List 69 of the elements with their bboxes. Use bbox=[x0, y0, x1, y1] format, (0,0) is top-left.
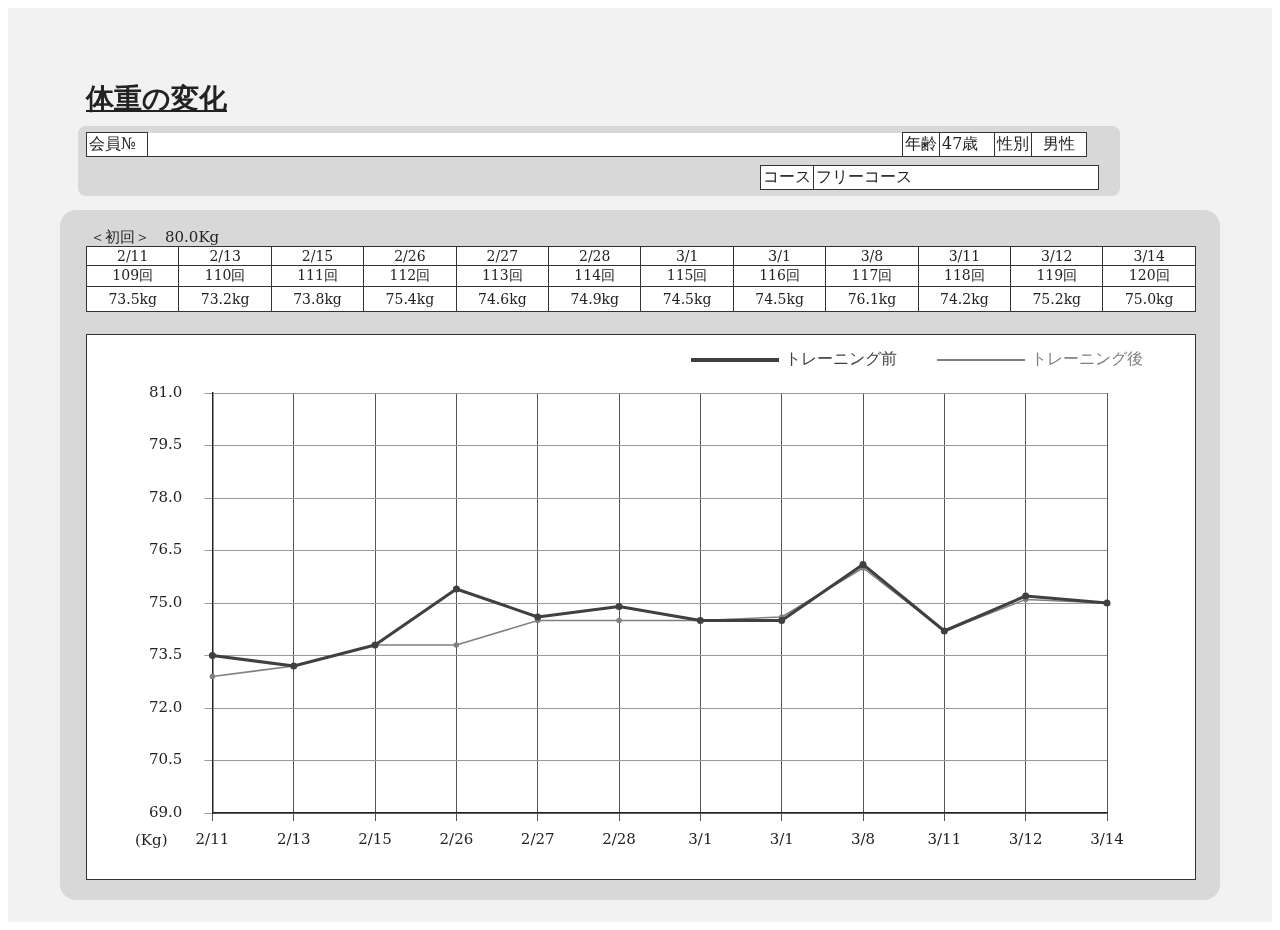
text: 76.1kg bbox=[825, 286, 919, 312]
text: 73.8kg bbox=[271, 286, 364, 312]
category-label: 3/14 bbox=[1133, 248, 1165, 264]
text: 119回 bbox=[1010, 265, 1103, 287]
x-tick-label: 3/1 bbox=[769, 829, 794, 848]
text: 性別 bbox=[994, 132, 1032, 157]
category-label: 3/11 bbox=[948, 248, 981, 264]
y-tick-label: 79.5 bbox=[148, 435, 183, 454]
y-tick-label: 81.0 bbox=[148, 382, 183, 401]
text: 116回 bbox=[733, 265, 826, 287]
x-tick-label: 2/26 bbox=[439, 829, 474, 848]
text: 75.2kg bbox=[1010, 286, 1103, 312]
x-tick-label: 3/1 bbox=[688, 829, 713, 848]
x-tick-label: 2/27 bbox=[520, 829, 555, 848]
text: 120回 bbox=[1102, 265, 1196, 287]
text: 男性 bbox=[1031, 132, 1087, 157]
y-tick-label: 69.0 bbox=[148, 802, 183, 821]
category-label: 3/12 bbox=[1041, 248, 1073, 264]
category-label: 2/28 bbox=[579, 248, 611, 264]
text: 118回 bbox=[918, 265, 1011, 287]
text: 112回 bbox=[363, 265, 457, 287]
y-tick-label: 76.5 bbox=[148, 540, 183, 559]
y-tick-label: 73.5 bbox=[148, 645, 183, 664]
text: 110回 bbox=[178, 265, 272, 287]
category-label: 2/15 bbox=[301, 248, 334, 264]
x-tick-label: 3/8 bbox=[850, 829, 876, 848]
text: 会員№ bbox=[86, 132, 148, 157]
category-label: 3/1 bbox=[675, 248, 699, 264]
text: 113回 bbox=[456, 265, 549, 287]
text: コース bbox=[760, 165, 814, 190]
y-axis-title: (Kg) bbox=[135, 830, 168, 849]
y-tick-label: 75.0 bbox=[148, 592, 183, 611]
text: 47歳 bbox=[939, 132, 995, 157]
text: 75.0kg bbox=[1102, 286, 1196, 312]
text: フリーコース bbox=[813, 165, 1099, 190]
x-tick-label: 2/11 bbox=[195, 829, 230, 848]
x-tick-label: 2/28 bbox=[602, 829, 636, 848]
text: 109回 bbox=[86, 265, 179, 287]
x-tick-label: 3/12 bbox=[1008, 829, 1043, 848]
text: 114回 bbox=[548, 265, 641, 287]
category-label: 2/13 bbox=[209, 248, 241, 264]
x-tick-label: 3/11 bbox=[927, 829, 962, 848]
text: 73.2kg bbox=[178, 286, 272, 312]
text: 75.4kg bbox=[363, 286, 457, 312]
x-tick-label: 2/13 bbox=[276, 829, 311, 848]
category-label: 2/11 bbox=[116, 248, 149, 264]
text: ＜初回＞ 80.0Kg bbox=[90, 228, 220, 247]
chart-title: 体重の変化 bbox=[86, 81, 227, 117]
text: 74.6kg bbox=[456, 286, 549, 312]
text: 117回 bbox=[825, 265, 919, 287]
text: 74.5kg bbox=[733, 286, 826, 312]
y-tick-label: 70.5 bbox=[148, 750, 183, 769]
y-tick-label: 72.0 bbox=[148, 697, 183, 716]
text: 年齢 bbox=[902, 132, 940, 157]
text: トレーニング後 bbox=[1031, 349, 1143, 370]
category-label: 2/27 bbox=[486, 248, 519, 264]
category-label: 3/8 bbox=[860, 248, 884, 264]
y-tick-label: 78.0 bbox=[148, 487, 183, 506]
category-label: 2/26 bbox=[394, 248, 426, 264]
category-label: 3/1 bbox=[768, 248, 791, 264]
text: 111回 bbox=[271, 265, 364, 287]
text: 73.5kg bbox=[86, 286, 179, 312]
text: 74.5kg bbox=[640, 286, 734, 312]
x-tick-label: 2/15 bbox=[358, 829, 392, 848]
text: 74.9kg bbox=[548, 286, 641, 312]
text: トレーニング前 bbox=[785, 349, 897, 370]
text: 115回 bbox=[640, 265, 734, 287]
x-tick-label: 3/14 bbox=[1090, 829, 1124, 848]
text: 74.2kg bbox=[918, 286, 1011, 312]
